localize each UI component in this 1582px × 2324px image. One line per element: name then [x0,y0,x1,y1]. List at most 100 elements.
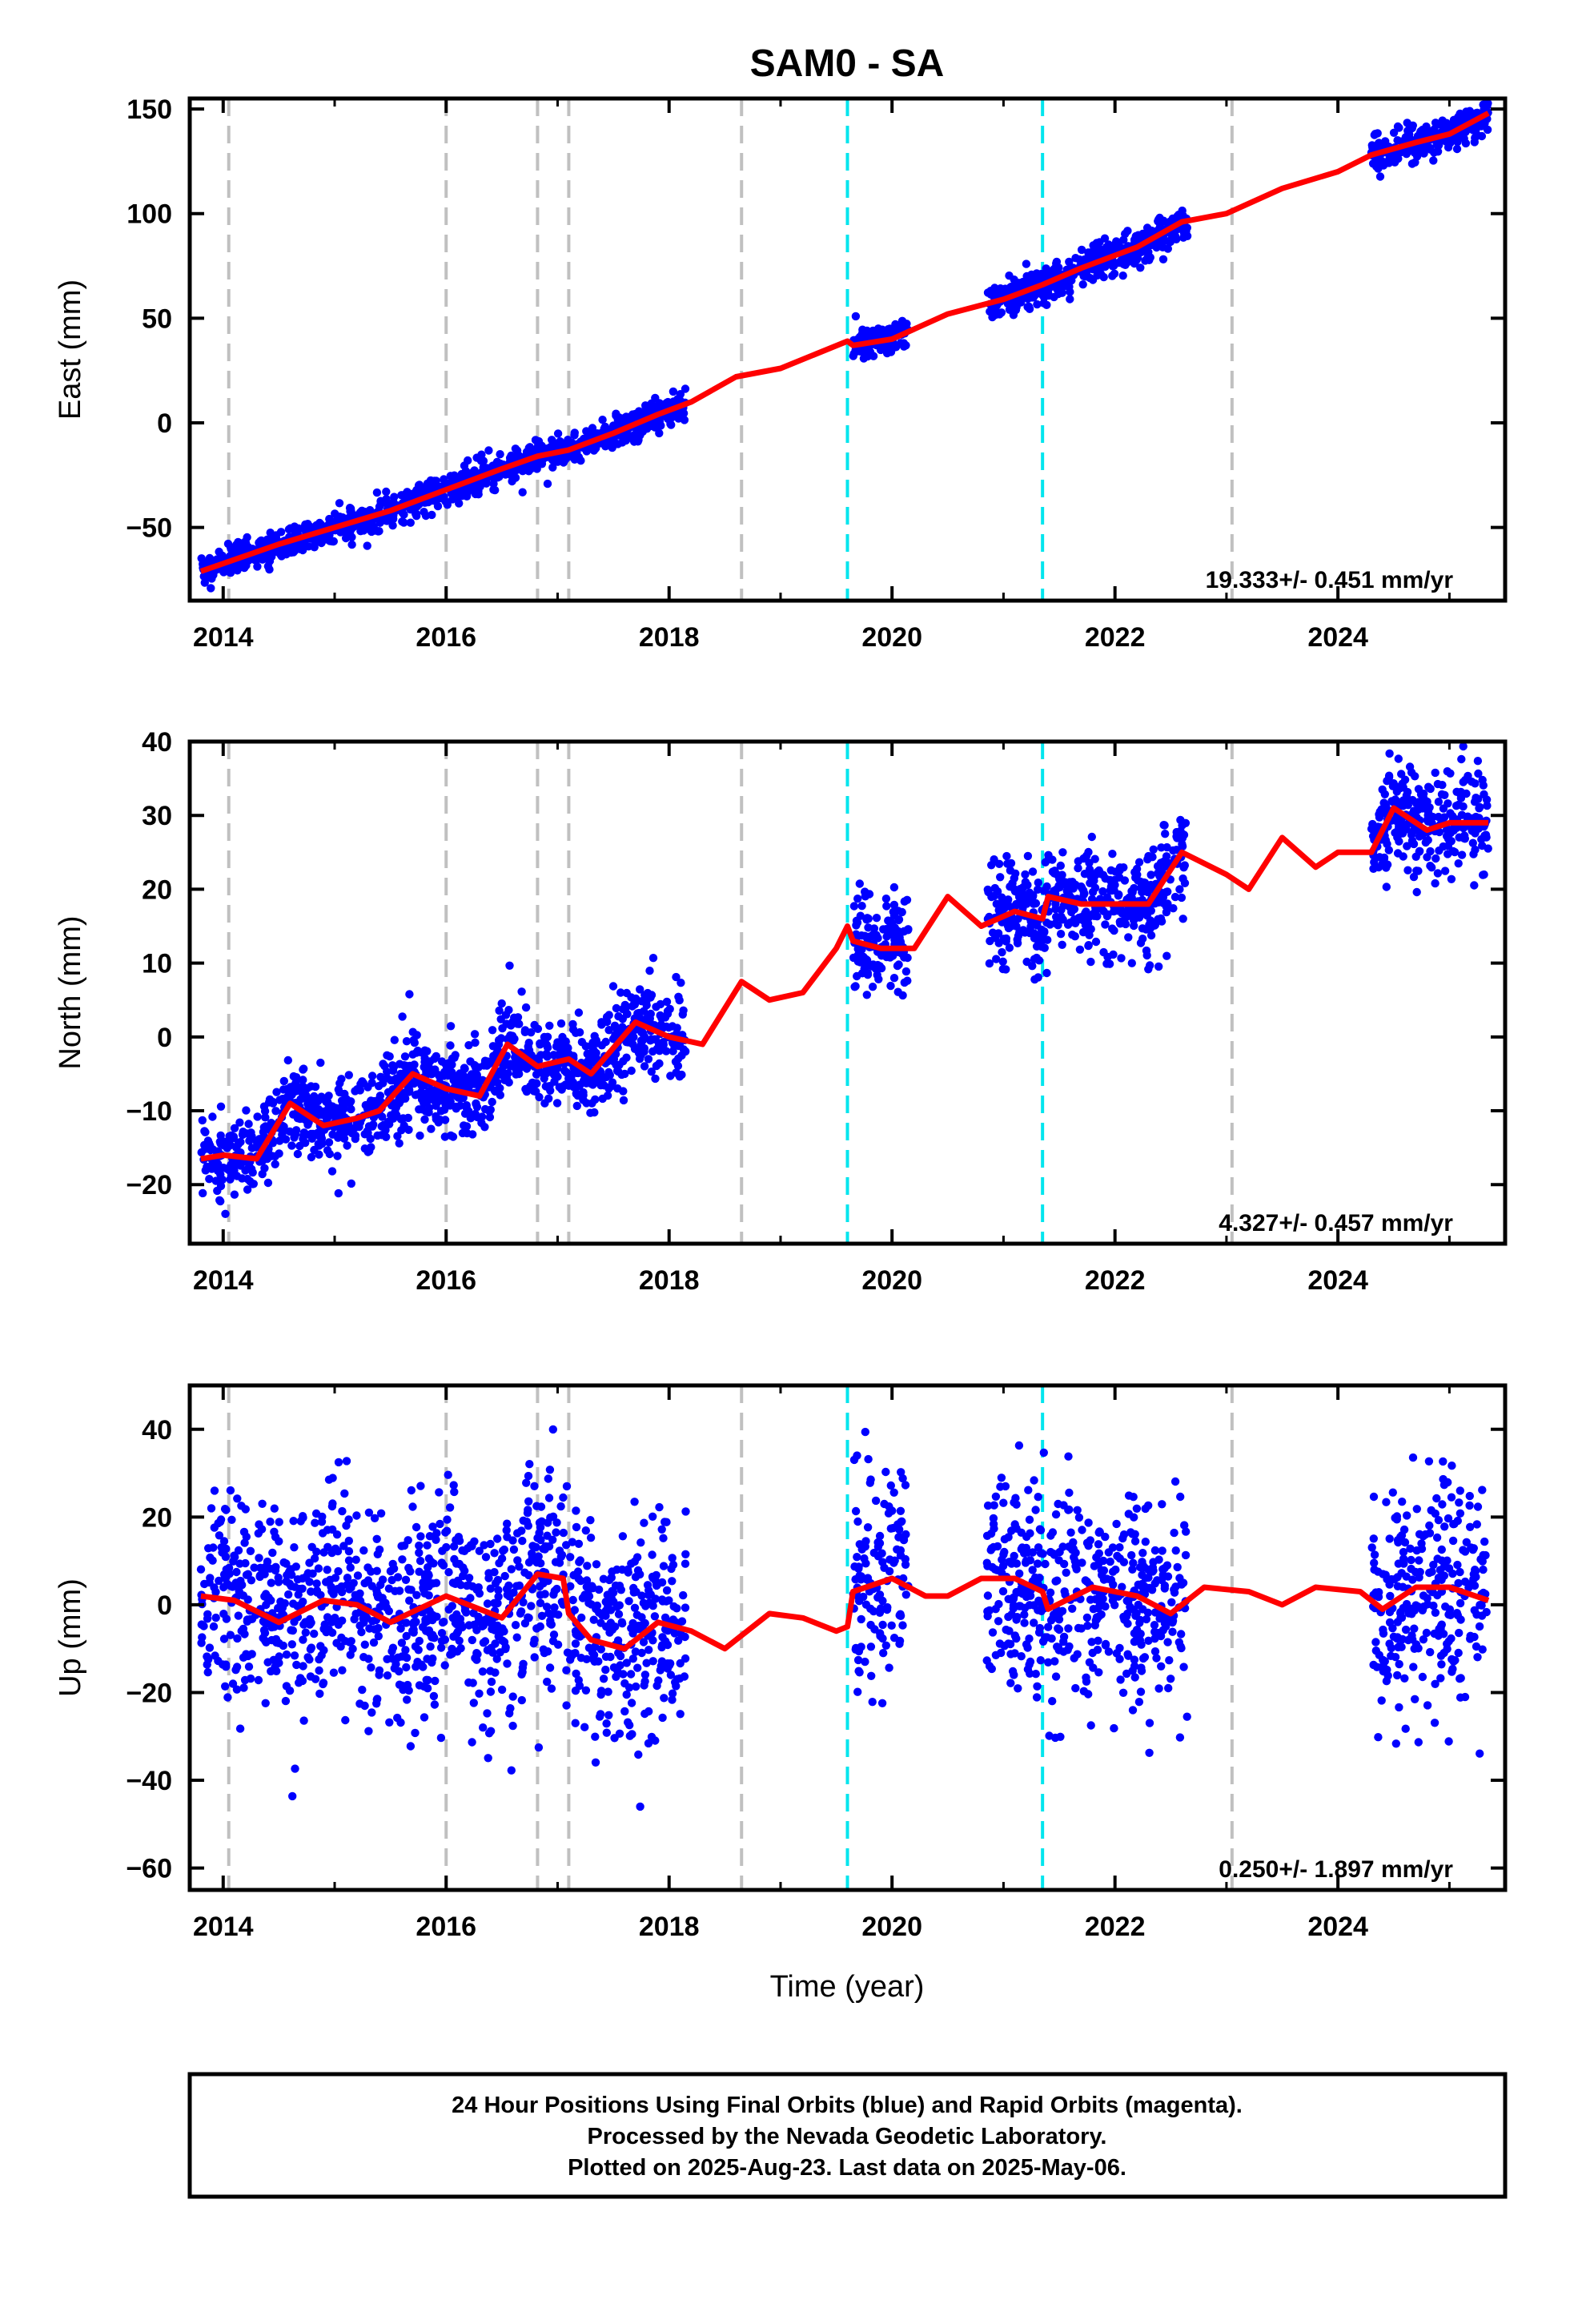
north-data-point [556,1019,566,1028]
north-data-point [1159,857,1168,866]
north-data-point [652,1061,661,1071]
up-data-point [525,1460,534,1469]
north-data-point [1034,885,1042,895]
up-data-point [299,1662,307,1671]
north-data-point [211,1176,220,1185]
north-data-point [659,1040,668,1049]
north-data-point [1178,915,1187,923]
north-data-point [287,1141,296,1150]
east-data-point [1138,229,1147,239]
north-data-point [1443,850,1452,858]
east-data-point [347,507,355,516]
up-data-point [576,1576,585,1586]
up-data-point [599,1675,608,1683]
east-data-point [639,408,648,418]
north-data-point [861,892,870,901]
up-data-point [647,1732,656,1742]
east-data-point [397,491,406,500]
north-data-point [621,1002,630,1011]
east-data-point [474,490,483,499]
north-data-point [390,1062,399,1071]
north-data-point [520,1026,530,1035]
north-data-point [532,1070,541,1079]
up-data-point [497,1685,507,1695]
up-data-point [327,1628,337,1638]
up-data-point [396,1624,405,1633]
up-data-point [288,1791,297,1801]
up-data-point [425,1532,435,1541]
north-data-point [886,920,895,929]
up-data-point [338,1506,347,1516]
north-data-point [1032,953,1042,963]
up-data-point [299,1716,308,1725]
north-data-point [378,1112,387,1121]
east-data-point [462,469,472,479]
up-data-point [402,1663,411,1672]
north-data-point [1038,942,1046,951]
north-data-point [210,1164,219,1172]
north-data-point [485,1112,495,1122]
north-data-point [1068,878,1077,887]
north-data-point [857,902,866,911]
up-data-point [604,1711,613,1719]
north-x-tick-label: 2020 [861,1265,922,1296]
east-data-point [1104,240,1114,249]
east-y-tick-label: 0 [157,408,172,439]
up-data-point [317,1518,327,1526]
north-x-tick-label: 2018 [639,1265,700,1296]
up-data-point [469,1699,478,1707]
up-data-point [503,1519,512,1528]
north-data-point [230,1124,239,1133]
north-data-point [643,988,652,998]
up-data-point [545,1663,555,1672]
north-data-point [1048,867,1058,876]
up-data-point [428,1522,437,1531]
east-data-point [1089,241,1098,250]
north-data-point [1102,959,1111,968]
east-data-point [306,522,315,531]
up-data-point [219,1634,229,1643]
north-data-point [382,1132,391,1142]
north-data-point [551,1068,560,1077]
east-x-tick-label: 2020 [861,622,922,653]
east-data-point [272,547,282,557]
north-data-point [424,1063,433,1072]
north-data-point [1457,754,1466,764]
up-data-point [232,1685,242,1694]
north-data-point [645,1014,654,1023]
up-data-point [657,1525,666,1534]
north-data-point [612,1067,622,1076]
east-data-point [1453,136,1462,146]
up-data-point [290,1543,299,1552]
north-data-point [1127,959,1137,967]
north-data-point [299,1135,307,1144]
north-data-point [1405,762,1415,771]
north-data-point [1006,858,1016,868]
north-data-point [334,1188,343,1198]
north-data-point [1079,886,1088,895]
north-data-point [1442,831,1452,841]
up-data-point [376,1509,386,1518]
north-data-point [1008,921,1018,930]
east-data-point [1136,263,1145,272]
up-data-point [633,1566,643,1575]
east-data-point [1054,289,1063,299]
north-y-axis-label: North (mm) [54,915,87,1069]
north-data-point [303,1100,312,1109]
north-data-point [1409,872,1419,882]
east-data-point [382,494,391,504]
east-data-point [681,384,690,393]
north-data-point [454,1076,464,1084]
up-data-point [519,1659,528,1668]
north-data-point [1012,899,1021,909]
north-data-point [1088,910,1098,919]
north-data-point [1096,895,1105,903]
up-data-point [612,1672,620,1681]
up-data-point [250,1563,259,1572]
north-data-point [1158,866,1166,875]
east-data-point [1477,131,1487,141]
north-data-point [1032,919,1041,929]
up-data-point [287,1640,296,1649]
up-data-point [651,1594,660,1603]
